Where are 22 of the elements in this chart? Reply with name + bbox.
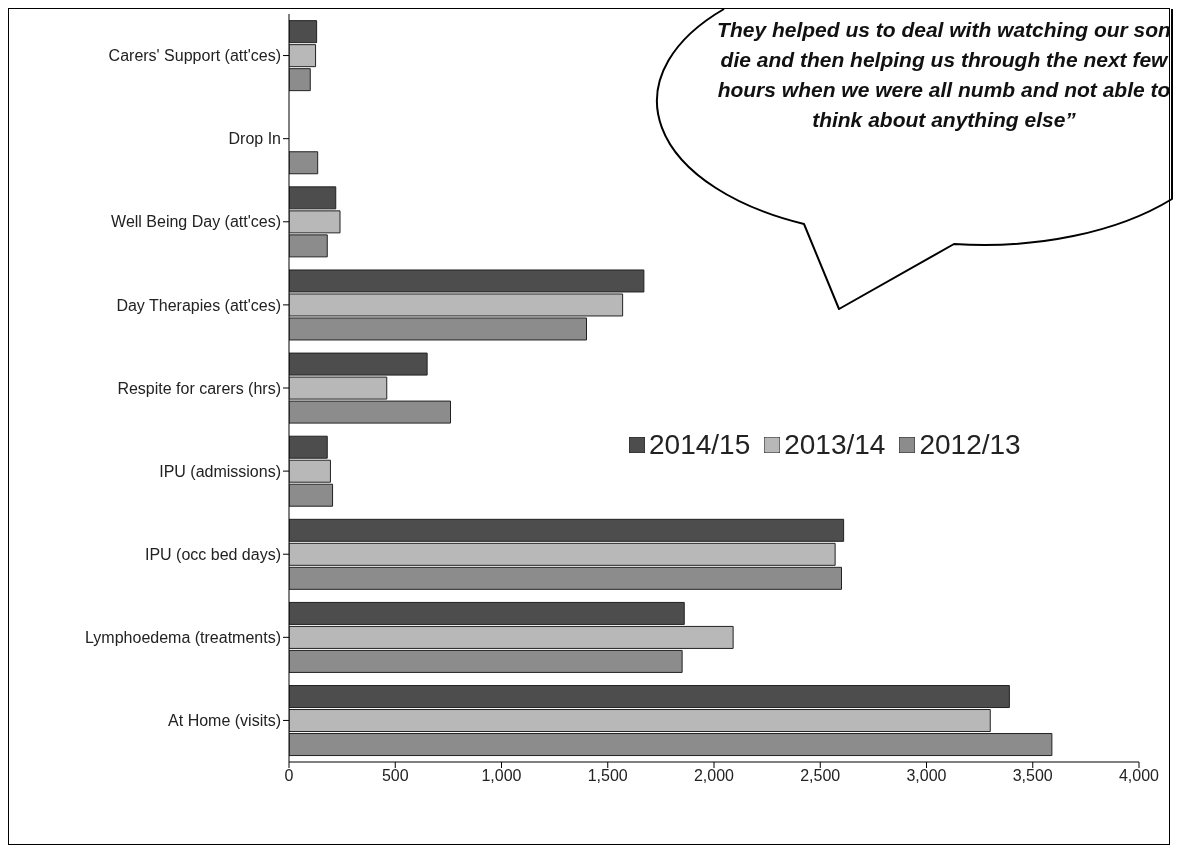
x-tick-label: 3,500 [1012, 767, 1053, 785]
bar [289, 151, 319, 175]
x-tick-label: 1,000 [481, 767, 522, 785]
y-tick-label: At Home (visits) [168, 712, 281, 730]
y-tick-label: Drop In [228, 130, 281, 148]
x-tick-label: 3,000 [906, 767, 947, 785]
legend-label: 2012/13 [918, 429, 1021, 461]
x-tick-label: 4,000 [1118, 767, 1160, 785]
legend-label: 2014/15 [648, 429, 751, 461]
y-tick-label: Day Therapies (att'ces) [116, 296, 281, 314]
y-tick-label: IPU (occ bed days) [144, 545, 281, 563]
x-tick-label: 1,500 [587, 767, 628, 785]
x-tick-label: 2,000 [693, 767, 735, 785]
y-tick-label: Well Being Day (att'ces) [111, 213, 281, 231]
y-tick-label: Respite for carers (hrs) [117, 379, 281, 397]
y-tick-label: Carers' Support (att'ces) [108, 47, 281, 65]
x-tick-label: 0 [284, 767, 294, 785]
y-tick-label: IPU (admissions) [159, 462, 281, 480]
legend-label: 2013/14 [783, 429, 886, 461]
x-tick-label: 2,500 [800, 767, 841, 785]
y-tick-label: Lymphoedema (treatments) [85, 629, 281, 647]
x-tick-label: 500 [381, 767, 409, 785]
